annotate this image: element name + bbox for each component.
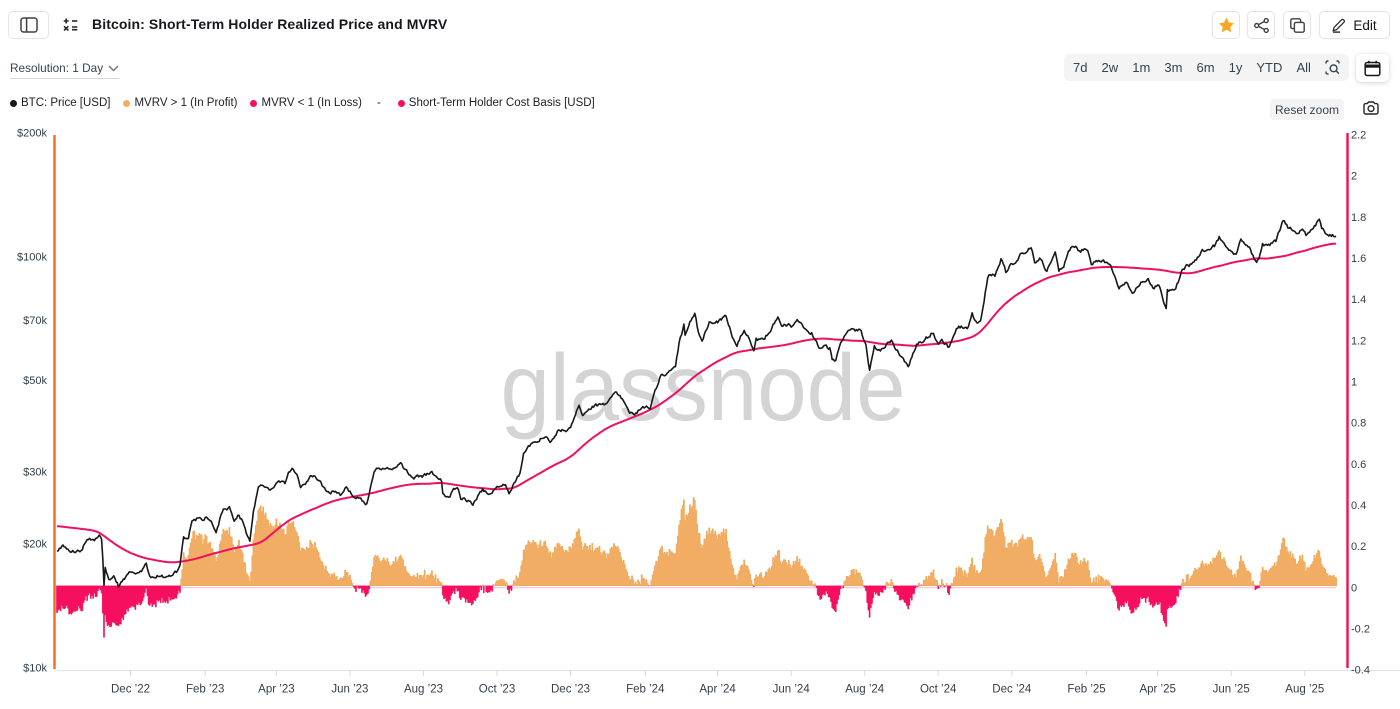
svg-text:glassnode: glassnode — [501, 335, 906, 441]
svg-text:Dec ’23: Dec ’23 — [551, 684, 590, 696]
svg-text:0.4: 0.4 — [1351, 500, 1366, 512]
svg-text:Jun ’24: Jun ’24 — [773, 684, 811, 696]
svg-text:0.6: 0.6 — [1351, 459, 1366, 471]
svg-text:Jun ’25: Jun ’25 — [1213, 684, 1250, 696]
svg-text:Oct ’24: Oct ’24 — [920, 684, 957, 696]
svg-text:$10k: $10k — [23, 663, 47, 675]
svg-text:Aug ’25: Aug ’25 — [1285, 684, 1324, 696]
svg-text:$50k: $50k — [23, 375, 47, 387]
svg-text:$100k: $100k — [17, 251, 47, 263]
svg-text:-0.2: -0.2 — [1351, 623, 1370, 635]
svg-text:Feb ’25: Feb ’25 — [1067, 684, 1105, 696]
svg-text:1: 1 — [1351, 377, 1357, 389]
svg-text:$20k: $20k — [23, 539, 47, 551]
svg-text:Aug ’23: Aug ’23 — [404, 684, 443, 696]
svg-text:$30k: $30k — [23, 466, 47, 478]
svg-text:-0.4: -0.4 — [1351, 665, 1370, 677]
svg-text:Apr ’25: Apr ’25 — [1139, 684, 1175, 696]
svg-text:Aug ’24: Aug ’24 — [845, 684, 885, 696]
svg-text:Dec ’24: Dec ’24 — [992, 684, 1032, 696]
svg-text:1.6: 1.6 — [1351, 253, 1366, 265]
svg-text:Feb ’23: Feb ’23 — [186, 684, 224, 696]
svg-text:$70k: $70k — [23, 315, 47, 327]
svg-text:Oct ’23: Oct ’23 — [479, 684, 515, 696]
svg-text:2: 2 — [1351, 171, 1357, 183]
svg-text:2.2: 2.2 — [1351, 130, 1366, 142]
svg-text:Apr ’23: Apr ’23 — [258, 684, 294, 696]
svg-text:Dec ’22: Dec ’22 — [111, 684, 150, 696]
svg-text:0.2: 0.2 — [1351, 541, 1366, 553]
svg-text:0: 0 — [1351, 582, 1357, 594]
svg-text:Apr ’24: Apr ’24 — [699, 684, 736, 696]
svg-text:Jun ’23: Jun ’23 — [331, 684, 368, 696]
svg-text:1.4: 1.4 — [1351, 294, 1366, 306]
svg-text:0.8: 0.8 — [1351, 418, 1366, 430]
svg-text:1.2: 1.2 — [1351, 335, 1366, 347]
svg-text:Feb ’24: Feb ’24 — [626, 684, 665, 696]
svg-text:1.8: 1.8 — [1351, 212, 1366, 224]
svg-text:$200k: $200k — [17, 128, 47, 140]
